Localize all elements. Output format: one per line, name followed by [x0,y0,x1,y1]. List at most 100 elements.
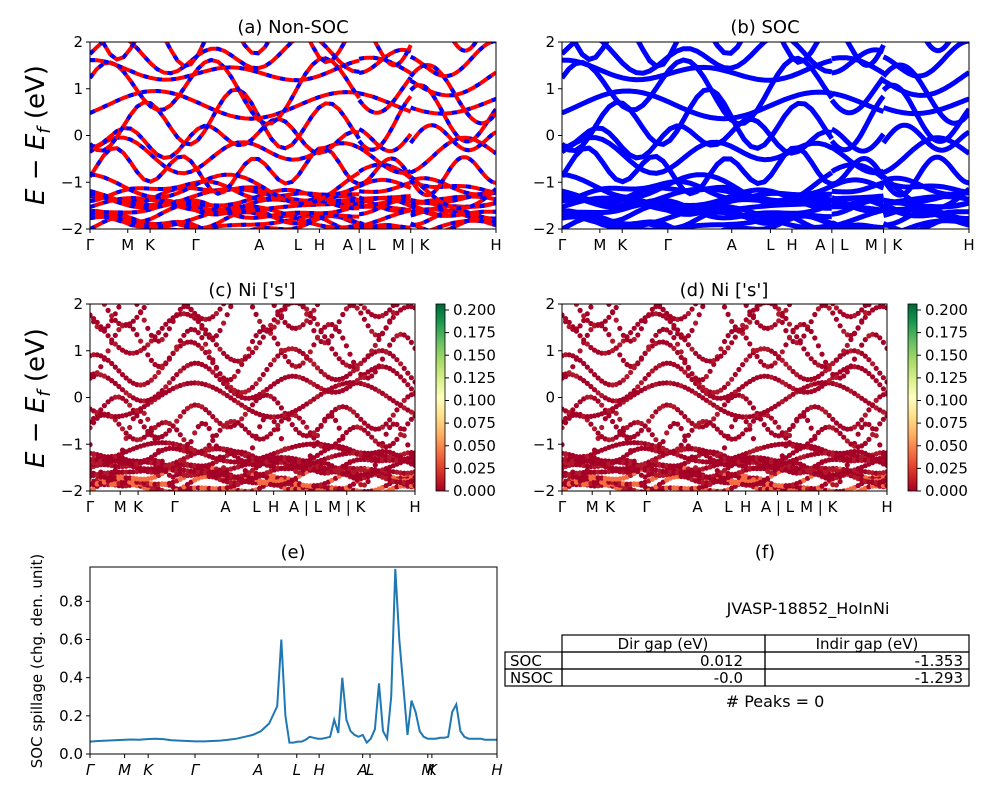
panel-f: (f) JVASP-18852_HoInNi Dir gap (eV) Indi… [504,542,970,711]
band-point [178,293,183,298]
band-point [798,287,803,292]
band-point [635,467,641,473]
band-point [855,310,861,316]
band-point [638,427,645,433]
band-point [138,418,144,425]
band-point [685,364,692,370]
band-point [282,446,288,452]
band-point [703,474,710,480]
band-point [808,319,814,325]
band-point [646,312,652,318]
band-point [581,360,587,367]
band-point [653,298,658,303]
band-point [326,287,331,292]
band-point [660,306,666,312]
band-point [177,338,183,344]
band-point [253,398,259,404]
band-point [390,314,396,320]
band-point [740,327,746,333]
band-point [116,421,122,427]
band-point [379,330,386,336]
band-point [844,342,850,348]
band-point [184,304,191,308]
band-point [588,368,594,374]
band-point [141,410,147,416]
band-point [408,339,414,345]
band-point [365,478,371,485]
band-point [275,341,281,347]
band-line [562,88,969,122]
band-point [296,459,302,465]
band-point [613,424,619,430]
band-point [786,365,793,371]
band-point [884,390,887,396]
band-point [159,325,165,331]
band-point [401,365,407,371]
band-point [667,330,673,336]
band-point [862,337,868,343]
band-point [823,381,829,387]
band-point [282,466,288,472]
band-point [343,447,349,453]
band-point [217,327,223,334]
band-point [275,400,281,406]
band-point [827,296,832,301]
band-point [145,342,151,348]
material-id: JVASP-18852_HoInNi [726,599,890,619]
band-point [322,291,327,296]
band-point [304,318,310,324]
band-point [855,421,861,427]
band-point [343,306,349,312]
band-point [383,349,389,355]
xtick-label: M | K [800,498,839,516]
band-point [815,429,822,436]
band-point [671,469,677,475]
band-point [329,346,335,352]
band-point [210,314,216,320]
band-point [130,318,136,324]
band-point [405,290,410,295]
band-point [768,348,775,354]
band-point [877,370,883,376]
band-point [721,445,728,451]
band-point [177,432,183,438]
band-point [740,431,746,437]
band-point [405,370,411,376]
band-point [91,283,96,288]
band-point [366,497,371,502]
panel-c-ylabel: E − Ef (eV) [21,328,55,468]
xtick-label: M [114,498,127,516]
band-point [620,357,627,363]
band-point [134,304,140,307]
band-point [246,430,252,436]
band-point [387,307,393,313]
band-point [177,368,183,374]
band-point [181,458,187,464]
band-point [307,483,313,489]
band-point [881,292,886,297]
band-point [249,349,256,355]
panel-c-colorbar [435,303,446,492]
band-point [859,342,865,348]
band-point [714,356,720,362]
band-point [754,306,760,312]
xtick-label: H [786,236,797,254]
band-point [862,314,868,320]
band-point [725,398,731,404]
band-point [314,440,321,446]
table-header-dir: Dir gap (eV) [618,635,709,653]
band-line [90,177,496,204]
band-point [351,409,357,415]
band-point [732,324,738,330]
band-point [116,344,122,351]
band-point [682,357,688,363]
xtick-label: A [220,498,231,516]
band-point [347,459,353,465]
band-point [365,309,371,315]
band-point [354,412,360,419]
band-point [584,364,590,370]
band-point [145,380,151,386]
band-point [199,469,205,475]
band-point [783,315,789,322]
